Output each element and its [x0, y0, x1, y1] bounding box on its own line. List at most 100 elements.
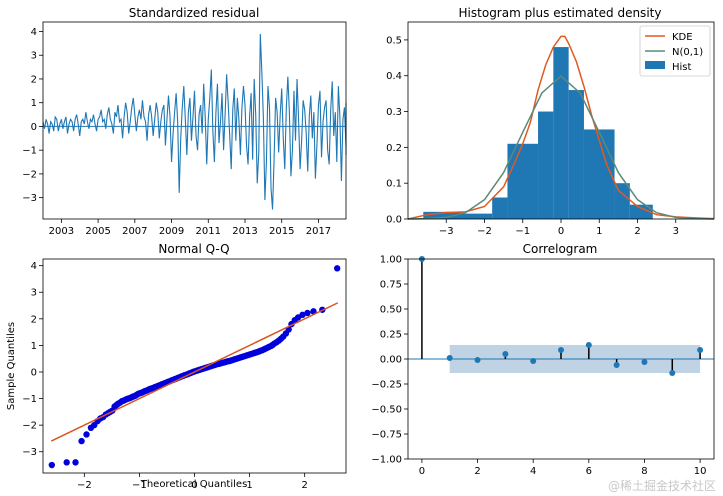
residual-y-tick-label: 0: [31, 122, 37, 133]
qq-y-tick-label: −2: [22, 421, 37, 432]
histogram-x-tick-label: −1: [515, 226, 530, 237]
correlogram-y-tick-label: 0.75: [380, 280, 402, 291]
correlogram-y-tick-label: −0.25: [371, 380, 402, 391]
histogram-y-tick-label: 0.1: [386, 179, 402, 190]
qq-y-tick-label: −1: [22, 394, 37, 405]
qq-reference-line: [50, 302, 339, 442]
correlogram-y-tick-label: −0.50: [371, 405, 402, 416]
qq-xlabel: Theoretical Quantiles: [140, 479, 248, 490]
residual-plot-area: [42, 33, 347, 210]
histogram-x-tick-label: 3: [673, 226, 679, 237]
qq-x-ticks: −2 −1 0 1 2: [77, 473, 308, 491]
correlogram-y-tick-label: 1.00: [380, 255, 402, 266]
histogram-bar: [553, 47, 569, 220]
residual-x-tick-label: 2009: [159, 226, 184, 237]
correlogram-y-tick-label: 0.00: [380, 355, 402, 366]
acf-marker: [474, 357, 481, 363]
correlogram-y-ticks: −1.00 −0.75 −0.50 −0.25 0.00 0.25 0.50 0.75 1.00: [371, 255, 408, 466]
acf-marker: [530, 358, 537, 364]
qq-y-tick-label: 1: [31, 341, 37, 352]
histogram-bar: [583, 129, 615, 219]
qq-x-tick-label: 2: [301, 480, 307, 491]
qq-point: [333, 265, 341, 272]
residual-y-tick-label: 4: [31, 27, 37, 38]
correlogram-x-tick-label: 6: [586, 466, 592, 477]
qq-point: [304, 309, 311, 317]
qq-point: [48, 461, 56, 469]
histogram-y-tick-label: 0.0: [386, 215, 402, 226]
legend-hist-swatch: [645, 61, 665, 69]
residual-y-tick-label: −3: [22, 193, 37, 204]
residual-y-ticks: −3 −2 −1 0 1 2 3 4: [22, 27, 43, 204]
histogram-bar: [629, 204, 653, 219]
histogram-legend: KDE N(0,1) Hist: [639, 25, 711, 77]
qq-y-tick-label: 0: [31, 367, 37, 378]
residual-y-tick-label: 2: [31, 74, 37, 85]
qq-y-tick-label: −3: [22, 447, 37, 458]
residual-x-tick-label: 2015: [269, 226, 294, 237]
histogram-title: Histogram plus estimated density: [459, 6, 662, 20]
qq-point: [63, 459, 70, 466]
acf-marker: [585, 342, 592, 348]
residual-y-tick-label: −2: [22, 169, 37, 180]
histogram-bar: [614, 183, 630, 219]
qq-point: [72, 459, 79, 466]
histogram-x-tick-label: 2: [634, 226, 640, 237]
histogram-y-tick-label: 0.4: [386, 71, 402, 82]
qq-x-tick-label: 0: [191, 480, 197, 491]
panel-correlogram: Correlogram 0 2 4 6 8 10 −1.00 −0.75 −0.50 −0.25…: [371, 242, 715, 477]
correlogram-y-tick-label: −1.00: [371, 455, 402, 466]
correlogram-x-tick-label: 4: [530, 466, 536, 477]
residual-x-tick-label: 2007: [122, 226, 147, 237]
correlogram-y-tick-label: 0.50: [380, 305, 402, 316]
acf-marker: [697, 347, 704, 353]
qq-y-tick-label: 2: [31, 314, 37, 325]
histogram-bar: [461, 213, 493, 219]
residual-series-line: [42, 33, 347, 210]
residual-title: Standardized residual: [129, 6, 260, 20]
legend-hist-label: Hist: [672, 62, 692, 73]
qq-point: [83, 431, 90, 438]
residual-x-tick-label: 2013: [232, 226, 257, 237]
acf-marker: [669, 370, 676, 376]
correlogram-y-tick-label: 0.25: [380, 330, 402, 341]
qq-frame: [42, 258, 347, 474]
correlogram-plot-area: [408, 256, 714, 376]
residual-y-tick-label: 1: [31, 98, 37, 109]
histogram-y-ticks: 0.0 0.1 0.2 0.3 0.4 0.5: [386, 35, 408, 226]
qq-ylabel: Sample Quantiles: [6, 322, 17, 410]
histogram-x-tick-label: −2: [477, 226, 492, 237]
histogram-y-tick-label: 0.5: [386, 35, 402, 46]
kde-line: [407, 35, 715, 220]
watermark: @稀土掘金技术社区: [608, 478, 716, 493]
residual-y-tick-label: 3: [31, 51, 37, 62]
acf-marker: [641, 359, 648, 365]
histogram-bar: [423, 211, 462, 219]
histogram-y-tick-label: 0.2: [386, 143, 402, 154]
qq-plot-area: [48, 265, 341, 469]
histogram-y-tick-label: 0.3: [386, 107, 402, 118]
qq-y-ticks: −3 −2 −1 0 1 2 3 4: [22, 261, 43, 458]
acf-marker: [613, 362, 620, 368]
qq-x-tick-label: −1: [132, 480, 147, 491]
residual-x-tick-label: 2011: [196, 226, 221, 237]
histogram-bar: [507, 143, 539, 219]
qq-x-tick-label: −2: [77, 480, 92, 491]
histogram-bar: [492, 197, 508, 219]
qq-title: Normal Q-Q: [158, 242, 229, 256]
correlogram-y-tick-label: −0.75: [371, 430, 402, 441]
correlogram-x-tick-label: 2: [474, 466, 480, 477]
legend-kde-label: KDE: [672, 32, 693, 43]
correlogram-x-tick-label: 10: [694, 466, 707, 477]
correlogram-title: Correlogram: [523, 242, 598, 256]
histogram-x-tick-label: −3: [439, 226, 454, 237]
acf-marker: [446, 355, 453, 361]
panel-qq: Normal Q-Q −2 −1 0 1 2 −3 −2 −1 0 1 2 3 4 Theoretic…: [6, 242, 347, 491]
panel-histogram: Histogram plus estimated density −3 −2 −1 0…: [386, 6, 715, 237]
histogram-x-tick-label: 1: [596, 226, 602, 237]
histogram-x-tick-label: 0: [558, 226, 564, 237]
residual-x-tick-label: 2005: [85, 226, 110, 237]
correlogram-x-ticks: 0 2 4 6 8 10: [419, 459, 707, 477]
residual-frame: [42, 21, 347, 220]
residual-x-ticks: 2003 2005 2007 2009 2011 2013 2015 2017: [49, 219, 331, 237]
